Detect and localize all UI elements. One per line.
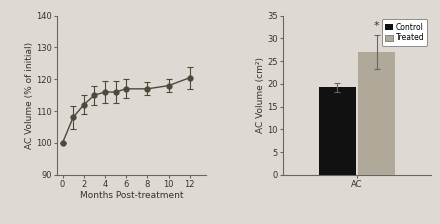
Y-axis label: AC Volume (cm²): AC Volume (cm²) [256,57,264,133]
Text: *: * [374,21,380,31]
Bar [319,88,356,175]
X-axis label: Months Post-treatment: Months Post-treatment [80,191,183,200]
Y-axis label: AC Volume (% of initial): AC Volume (% of initial) [25,42,34,149]
Legend: Control, Treated: Control, Treated [382,19,427,45]
Bar [358,52,395,175]
